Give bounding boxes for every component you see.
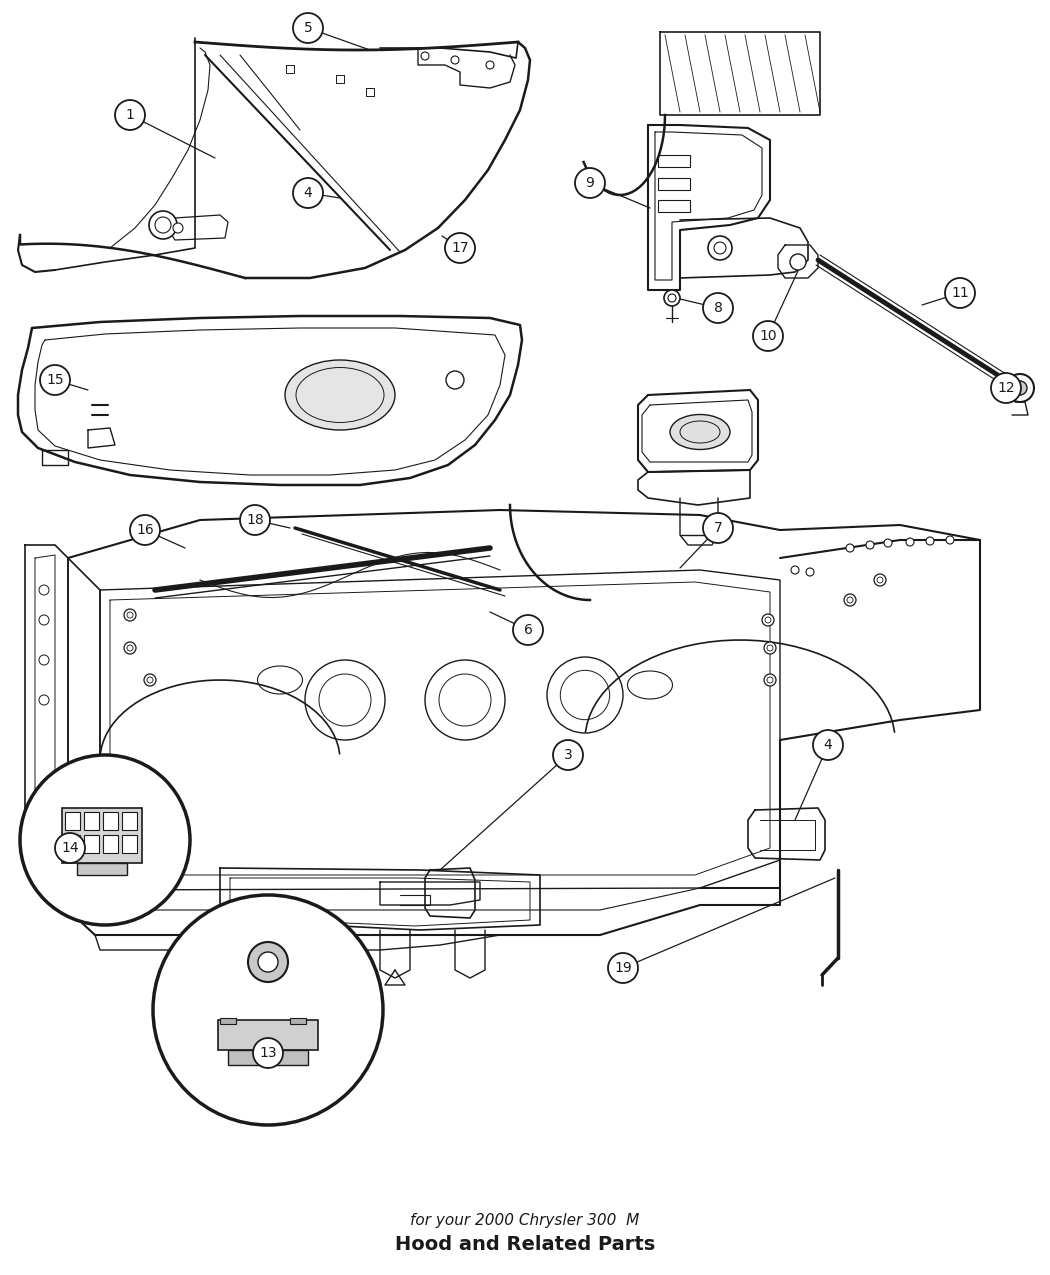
Circle shape — [446, 371, 464, 389]
Bar — [84, 812, 99, 830]
Circle shape — [153, 895, 383, 1125]
Circle shape — [753, 321, 783, 351]
Circle shape — [116, 99, 145, 130]
Text: 4: 4 — [303, 186, 313, 200]
Circle shape — [124, 609, 136, 621]
Ellipse shape — [285, 360, 395, 430]
Circle shape — [575, 168, 605, 198]
Text: 16: 16 — [136, 523, 154, 537]
Bar — [122, 835, 136, 853]
Circle shape — [791, 566, 799, 574]
Bar — [65, 835, 80, 853]
Text: 11: 11 — [951, 286, 969, 300]
Bar — [658, 200, 690, 212]
Text: 6: 6 — [524, 623, 532, 638]
Circle shape — [704, 293, 733, 323]
Circle shape — [130, 515, 160, 544]
Circle shape — [486, 61, 494, 69]
Bar — [65, 812, 80, 830]
Circle shape — [124, 643, 136, 654]
Circle shape — [874, 574, 886, 586]
Circle shape — [293, 179, 323, 208]
Text: 9: 9 — [586, 176, 594, 190]
Circle shape — [664, 289, 680, 306]
Circle shape — [1013, 381, 1027, 395]
Circle shape — [806, 567, 814, 576]
Text: 3: 3 — [564, 748, 572, 762]
Text: for your 2000 Chrysler 300  M: for your 2000 Chrysler 300 M — [411, 1213, 639, 1228]
Circle shape — [704, 513, 733, 543]
Bar — [77, 863, 127, 875]
Circle shape — [846, 544, 854, 552]
Circle shape — [240, 505, 270, 536]
Circle shape — [608, 952, 638, 983]
Circle shape — [258, 952, 278, 972]
Circle shape — [906, 538, 914, 546]
Ellipse shape — [670, 414, 730, 450]
Bar — [103, 835, 118, 853]
Circle shape — [945, 278, 975, 309]
Bar — [658, 156, 690, 167]
Bar — [122, 812, 136, 830]
Circle shape — [293, 13, 323, 43]
Circle shape — [421, 52, 429, 60]
Text: 19: 19 — [614, 961, 632, 975]
Circle shape — [764, 674, 776, 686]
Text: 7: 7 — [714, 521, 722, 536]
Circle shape — [445, 233, 475, 263]
Bar — [103, 812, 118, 830]
Bar — [62, 808, 142, 863]
Text: 15: 15 — [46, 374, 64, 388]
Circle shape — [708, 236, 732, 260]
Bar — [220, 1017, 236, 1024]
Bar — [218, 1020, 318, 1051]
Text: 1: 1 — [126, 108, 134, 122]
Circle shape — [248, 942, 288, 982]
Circle shape — [1006, 374, 1034, 402]
Text: 4: 4 — [823, 738, 833, 752]
Bar — [84, 835, 99, 853]
Circle shape — [991, 374, 1021, 403]
Circle shape — [790, 254, 806, 270]
Text: 14: 14 — [61, 842, 79, 856]
Circle shape — [946, 536, 954, 544]
Text: 10: 10 — [759, 329, 777, 343]
Circle shape — [884, 539, 892, 547]
Text: 8: 8 — [714, 301, 722, 315]
Bar — [228, 1051, 308, 1065]
Circle shape — [844, 594, 856, 606]
Circle shape — [764, 643, 776, 654]
Circle shape — [55, 833, 85, 863]
Circle shape — [149, 210, 177, 238]
Circle shape — [173, 223, 183, 233]
Circle shape — [20, 755, 190, 924]
Bar — [658, 179, 690, 190]
Text: Hood and Related Parts: Hood and Related Parts — [395, 1235, 655, 1255]
Text: 17: 17 — [452, 241, 468, 255]
Text: 12: 12 — [998, 381, 1014, 395]
Bar — [290, 1017, 306, 1024]
Circle shape — [762, 615, 774, 626]
Circle shape — [926, 537, 934, 544]
Circle shape — [813, 731, 843, 760]
Circle shape — [253, 1038, 284, 1068]
Circle shape — [513, 615, 543, 645]
Circle shape — [866, 541, 874, 550]
Circle shape — [553, 740, 583, 770]
Circle shape — [40, 365, 70, 395]
Text: 13: 13 — [259, 1046, 277, 1060]
Circle shape — [144, 674, 156, 686]
Text: 5: 5 — [303, 20, 313, 34]
Circle shape — [452, 56, 459, 64]
Text: 18: 18 — [246, 513, 264, 527]
